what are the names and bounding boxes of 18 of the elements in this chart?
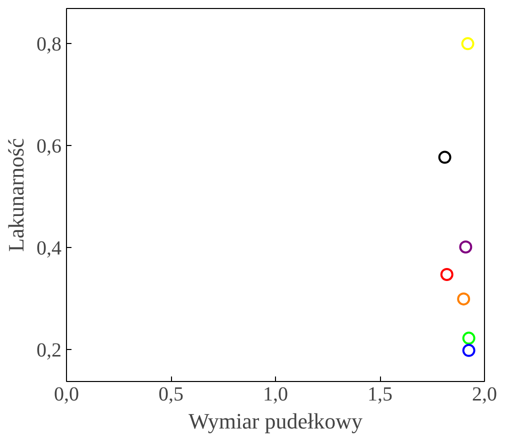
point [440,268,454,281]
point [462,332,476,345]
point [461,37,474,50]
x-tick-label: 0,0 [54,384,79,406]
x-tick-label: 1,0 [263,384,288,406]
x-tick-label: 2,0 [472,384,497,406]
y-axis-title: Lakunarność [4,138,28,252]
point [438,150,452,164]
x-tick-label: 1,5 [368,384,392,406]
point [462,344,476,357]
y-tick-label: 0,6 [36,136,62,158]
point [459,240,472,254]
point [457,292,470,306]
x-tick-label: 0,5 [158,384,184,406]
x-axis-title: Wymiar pudełkowy [188,408,363,434]
y-tick-label: 0,2 [36,339,62,362]
y-tick-label: 0,8 [36,34,62,56]
y-tick-label: 0,4 [36,237,62,260]
